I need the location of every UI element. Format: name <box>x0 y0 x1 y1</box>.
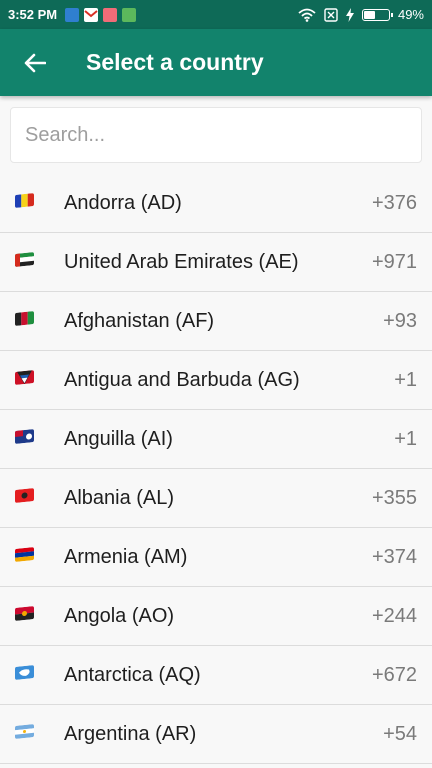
dial-code: +374 <box>372 546 417 569</box>
country-row[interactable]: Angola (AO) +244 <box>0 587 432 646</box>
country-name: United Arab Emirates (AE) <box>64 251 299 274</box>
country-name: Albania (AL) <box>64 487 174 510</box>
arrow-left-icon <box>24 53 46 73</box>
photo-app-icon <box>103 8 117 22</box>
country-row[interactable]: Armenia (AM) +374 <box>0 528 432 587</box>
country-name: Argentina (AR) <box>64 723 196 746</box>
flag-af-icon <box>15 311 34 326</box>
flag-ag-icon <box>15 370 34 385</box>
flag-ad-icon <box>15 193 34 208</box>
flag-ae-icon <box>15 252 34 267</box>
country-name: Afghanistan (AF) <box>64 310 214 333</box>
search-box <box>10 107 422 163</box>
flag-aq-icon <box>15 665 34 680</box>
country-name: Antigua and Barbuda (AG) <box>64 369 300 392</box>
dial-code: +54 <box>383 723 417 746</box>
country-name: Angola (AO) <box>64 605 174 628</box>
flag-ao-icon <box>15 606 34 621</box>
dial-code: +1 <box>394 369 417 392</box>
app-bar: Select a country <box>0 29 432 96</box>
country-name: Anguilla (AI) <box>64 428 173 451</box>
country-row[interactable]: Andorra (AD) +376 <box>0 174 432 233</box>
flag-ar-icon <box>15 724 34 739</box>
country-list: Andorra (AD) +376 United Arab Emirates (AE… <box>0 174 432 764</box>
gmail-icon <box>84 8 98 22</box>
country-name: Andorra (AD) <box>64 192 182 215</box>
country-row[interactable]: Argentina (AR) +54 <box>0 705 432 764</box>
country-name: Antarctica (AQ) <box>64 664 201 687</box>
dial-code: +672 <box>372 664 417 687</box>
wifi-icon <box>298 8 316 22</box>
charging-bolt-icon <box>346 8 354 22</box>
country-name: Armenia (AM) <box>64 546 187 569</box>
no-sim-icon <box>324 8 338 22</box>
dial-code: +355 <box>372 487 417 510</box>
vpn-key-icon <box>65 8 79 22</box>
country-row[interactable]: Antarctica (AQ) +672 <box>0 646 432 705</box>
status-time: 3:52 PM <box>8 7 57 22</box>
dial-code: +93 <box>383 310 417 333</box>
country-row[interactable]: United Arab Emirates (AE) +971 <box>0 233 432 292</box>
flag-ai-icon <box>15 429 34 444</box>
flag-al-icon <box>15 488 34 503</box>
battery-percent: 49% <box>398 7 424 22</box>
country-row[interactable]: Anguilla (AI) +1 <box>0 410 432 469</box>
status-bar: 3:52 PM 49% <box>0 0 432 29</box>
country-row[interactable]: Afghanistan (AF) +93 <box>0 292 432 351</box>
flag-am-icon <box>15 547 34 562</box>
back-button[interactable] <box>0 29 70 96</box>
country-row[interactable]: Antigua and Barbuda (AG) +1 <box>0 351 432 410</box>
search-input[interactable] <box>11 108 421 162</box>
dial-code: +1 <box>394 428 417 451</box>
dial-code: +971 <box>372 251 417 274</box>
dial-code: +376 <box>372 192 417 215</box>
country-row[interactable]: Albania (AL) +355 <box>0 469 432 528</box>
page-title: Select a country <box>86 49 264 76</box>
battery-icon <box>362 9 390 21</box>
robot-app-icon <box>122 8 136 22</box>
dial-code: +244 <box>372 605 417 628</box>
